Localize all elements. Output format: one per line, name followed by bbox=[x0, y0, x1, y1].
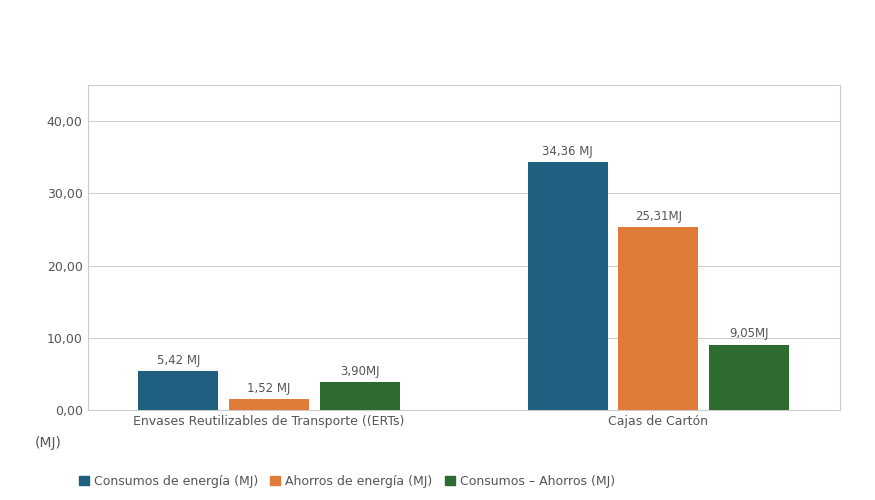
Text: 1,52 MJ: 1,52 MJ bbox=[248, 382, 290, 394]
Text: 3,90MJ: 3,90MJ bbox=[340, 364, 380, 378]
Bar bbox=[710, 344, 789, 410]
Legend: Consumos de energía (MJ), Ahorros de energía (MJ), Consumos – Ahorros (MJ): Consumos de energía (MJ), Ahorros de ene… bbox=[79, 475, 615, 488]
Text: 5,42 MJ: 5,42 MJ bbox=[157, 354, 200, 366]
Bar bbox=[320, 382, 400, 410]
Text: 25,31MJ: 25,31MJ bbox=[635, 210, 682, 223]
Text: 34,36 MJ: 34,36 MJ bbox=[542, 144, 593, 158]
Text: (MJ): (MJ) bbox=[35, 436, 62, 450]
Bar bbox=[138, 371, 218, 410]
Bar bbox=[528, 162, 607, 410]
Bar bbox=[229, 399, 309, 410]
Bar bbox=[619, 227, 698, 410]
Text: 9,05MJ: 9,05MJ bbox=[730, 328, 769, 340]
